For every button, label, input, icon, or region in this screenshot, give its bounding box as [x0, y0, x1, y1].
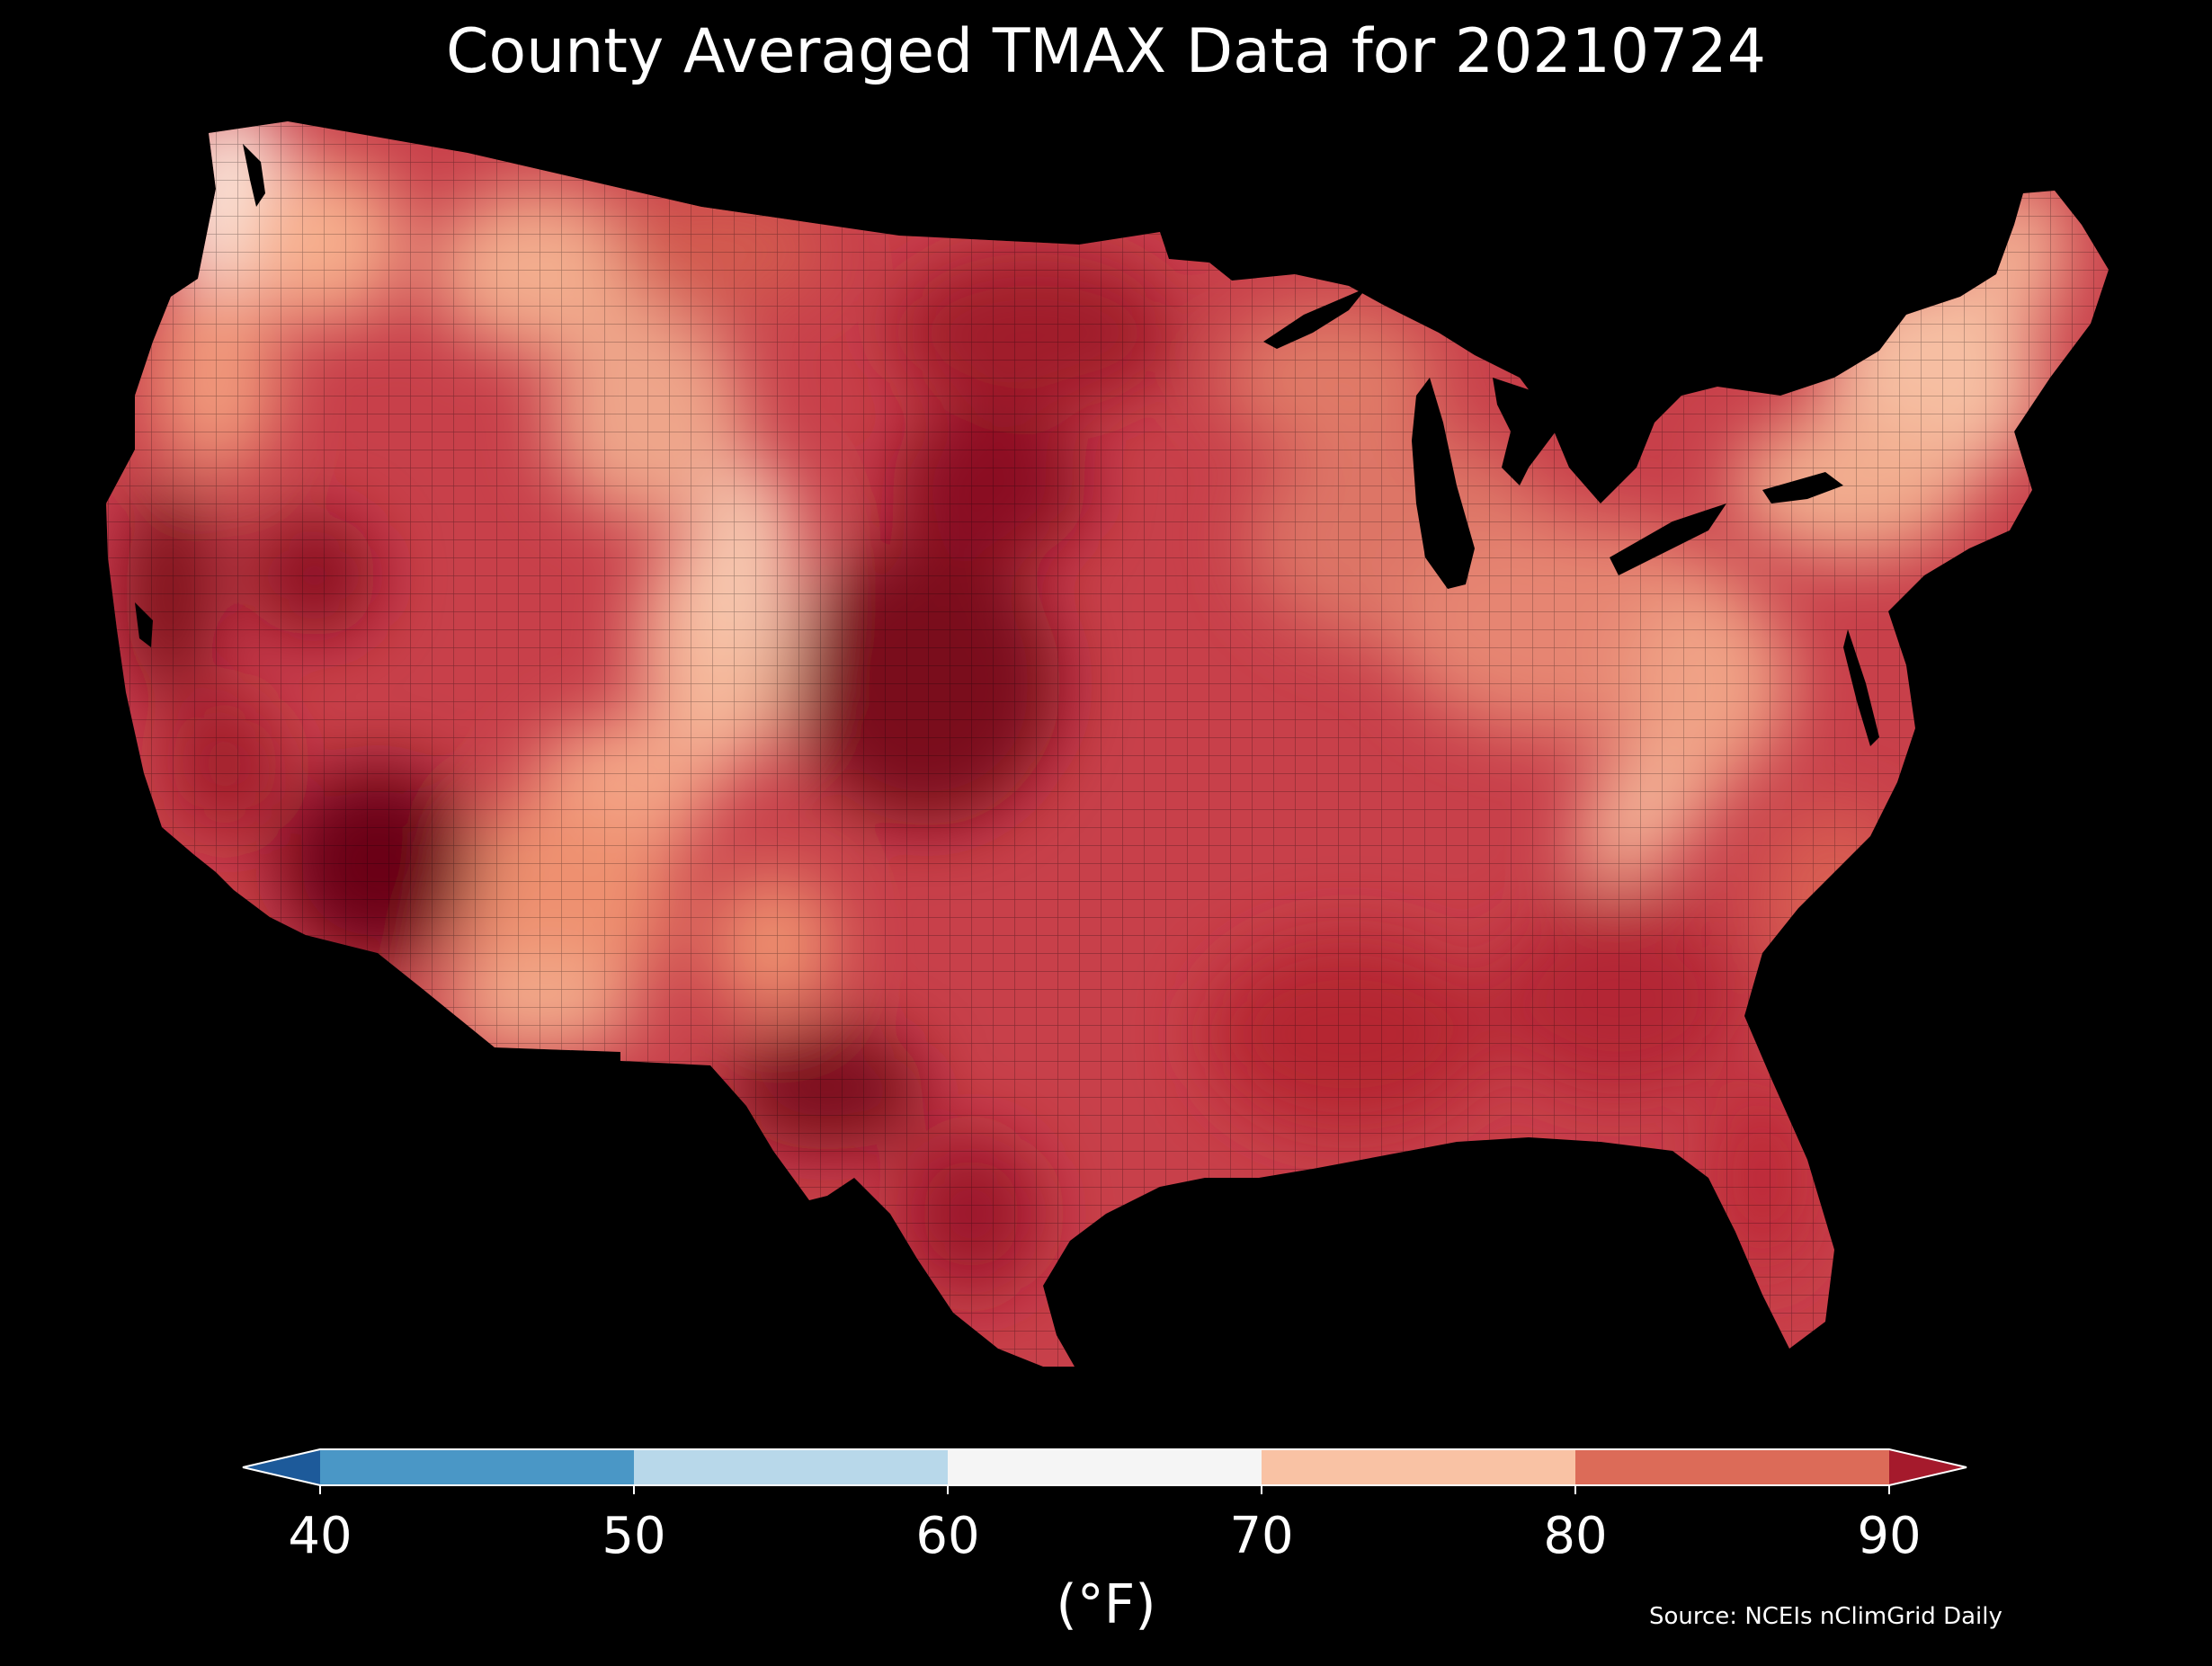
tick-label-70: 70 [1229, 1507, 1294, 1565]
great-lakes [1263, 288, 1879, 746]
tick-label-40: 40 [288, 1507, 352, 1565]
colorbar-extend-low [243, 1449, 320, 1485]
colorbar-bin-80-90 [1575, 1449, 1889, 1485]
tick-label-50: 50 [602, 1507, 666, 1565]
source-credit: Source: NCEIs nClimGrid Daily [1649, 1603, 2002, 1630]
colorbar-bin-70-80 [1262, 1449, 1575, 1485]
tick-label-60: 60 [915, 1507, 980, 1565]
colorbar-bin-60-70 [948, 1449, 1262, 1485]
colorbar-bin-50-60 [634, 1449, 948, 1485]
tick-label-80: 80 [1543, 1507, 1608, 1565]
tick-label-90: 90 [1857, 1507, 1922, 1565]
colorbar-extend-high [1889, 1449, 1967, 1485]
us-county-map [106, 121, 2109, 1367]
colorbar-unit-label: (°F) [1056, 1573, 1156, 1636]
coastal-water [135, 144, 265, 647]
map-title: County Averaged TMAX Data for 20210724 [446, 16, 1766, 87]
colorbar-bin-40-50 [320, 1449, 634, 1485]
